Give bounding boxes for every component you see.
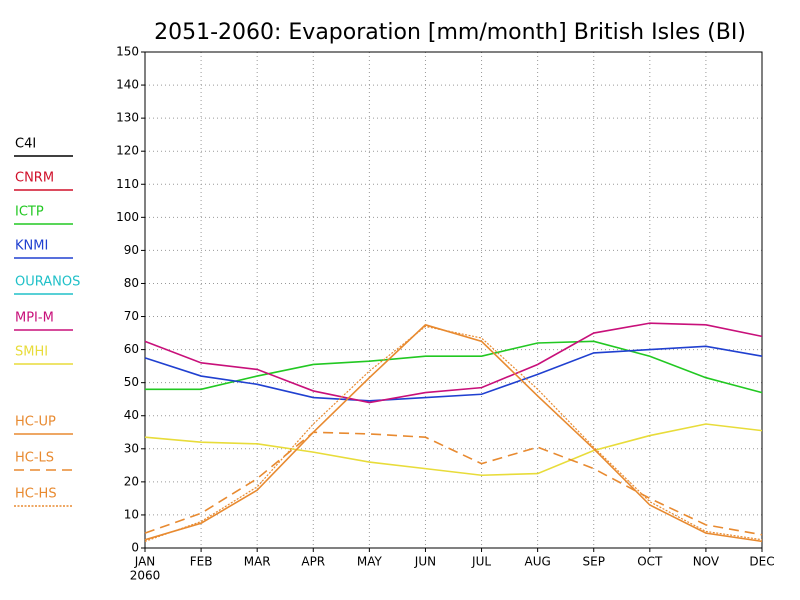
y-tick-label: 80 bbox=[124, 276, 139, 290]
x-tick-label: OCT bbox=[637, 555, 663, 569]
legend-label: MPI-M bbox=[15, 311, 54, 326]
x-tick-label: DEC bbox=[749, 555, 774, 569]
x-tick-label: AUG bbox=[524, 555, 550, 569]
y-tick-label: 20 bbox=[124, 474, 139, 488]
legend-label: SMHI bbox=[15, 345, 48, 360]
plot-frame bbox=[144, 51, 763, 549]
series-line bbox=[145, 340, 763, 394]
series-line bbox=[144, 325, 763, 542]
legend-label: CNRM bbox=[15, 171, 54, 186]
y-tick-label: 70 bbox=[124, 309, 139, 323]
y-tick-label: 110 bbox=[116, 177, 139, 191]
y-tick-label: 30 bbox=[124, 441, 139, 455]
y-tick-label: 150 bbox=[116, 45, 139, 59]
x-tick-label: MAY bbox=[357, 555, 383, 569]
x-tick-label: JUN bbox=[414, 555, 436, 569]
legend-label: ICTP bbox=[15, 205, 44, 220]
legend-label: HC-HS bbox=[15, 487, 57, 502]
x-sublabel: 2060 bbox=[130, 569, 161, 583]
chart-title: 2051-2060: Evaporation [mm/month] Britis… bbox=[154, 20, 746, 45]
y-tick-label: 0 bbox=[131, 541, 139, 555]
x-tick-label: MAR bbox=[244, 555, 271, 569]
y-tick-label: 130 bbox=[116, 111, 139, 125]
x-tick-label: SEP bbox=[583, 555, 605, 569]
x-tick-label: JUL bbox=[471, 555, 491, 569]
x-tick-label: JAN bbox=[134, 555, 156, 569]
series-line bbox=[144, 322, 763, 404]
x-tick-label: NOV bbox=[693, 555, 720, 569]
legend-label: C4I bbox=[15, 137, 36, 152]
y-tick-label: 40 bbox=[124, 408, 139, 422]
y-tick-label: 140 bbox=[116, 78, 139, 92]
series-line bbox=[144, 423, 763, 477]
y-tick-label: 90 bbox=[124, 243, 139, 257]
series-line bbox=[144, 323, 763, 543]
legend-label: HC-UP bbox=[15, 415, 56, 430]
legend-label: HC-LS bbox=[15, 451, 54, 466]
legend-label: KNMI bbox=[15, 239, 48, 254]
y-tick-label: 120 bbox=[116, 144, 139, 158]
series-line bbox=[144, 431, 763, 536]
legend-label: OURANOS bbox=[15, 275, 80, 290]
y-tick-label: 50 bbox=[124, 375, 139, 389]
x-tick-label: FEB bbox=[190, 555, 213, 569]
y-tick-label: 60 bbox=[124, 342, 139, 356]
y-tick-label: 10 bbox=[124, 507, 139, 521]
y-tick-label: 100 bbox=[116, 210, 139, 224]
series-line bbox=[144, 345, 763, 402]
x-tick-label: APR bbox=[301, 555, 325, 569]
